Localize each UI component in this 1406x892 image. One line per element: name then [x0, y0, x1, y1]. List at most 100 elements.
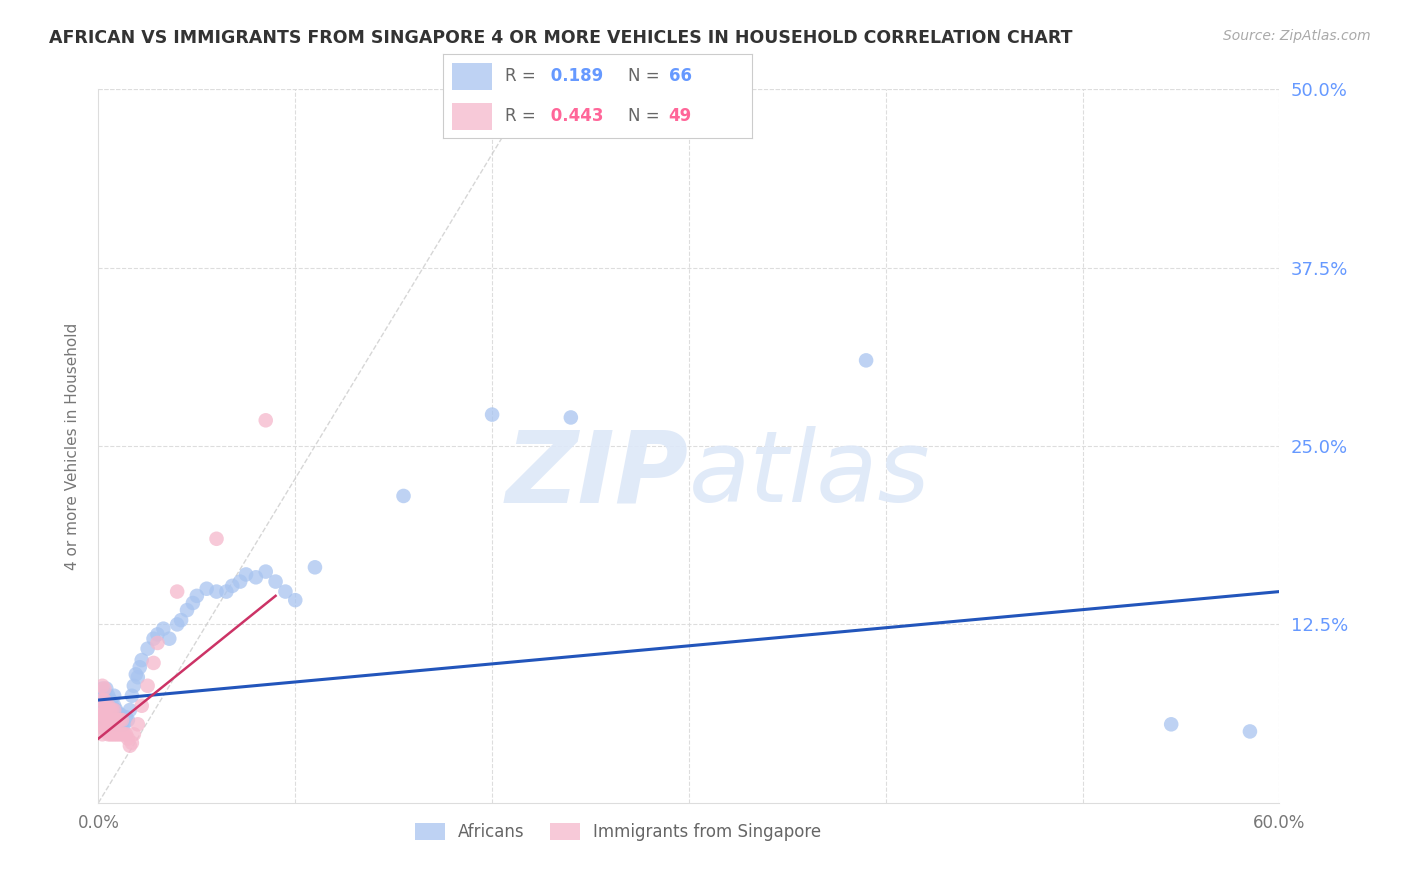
Point	[166, 617, 188, 632]
Point	[107, 707, 129, 722]
Point	[855, 353, 877, 368]
Point	[117, 731, 139, 746]
Point	[115, 710, 138, 724]
Point	[108, 717, 131, 731]
Point	[112, 727, 135, 741]
Point	[254, 413, 277, 427]
Point	[121, 736, 143, 750]
Point	[89, 698, 111, 713]
Text: atlas: atlas	[689, 426, 931, 523]
Point	[98, 713, 121, 727]
Point	[215, 584, 238, 599]
Point	[221, 579, 243, 593]
Point	[107, 713, 129, 727]
Point	[89, 717, 111, 731]
Point	[93, 693, 115, 707]
Point	[205, 584, 228, 599]
Point	[97, 713, 120, 727]
Point	[101, 713, 124, 727]
Point	[125, 667, 148, 681]
Text: AFRICAN VS IMMIGRANTS FROM SINGAPORE 4 OR MORE VEHICLES IN HOUSEHOLD CORRELATION: AFRICAN VS IMMIGRANTS FROM SINGAPORE 4 O…	[49, 29, 1073, 46]
Point	[264, 574, 287, 589]
Point	[481, 408, 503, 422]
Point	[96, 724, 118, 739]
Point	[146, 627, 169, 641]
Text: Source: ZipAtlas.com: Source: ZipAtlas.com	[1223, 29, 1371, 43]
Point	[107, 717, 129, 731]
Point	[91, 693, 114, 707]
Point	[103, 698, 125, 713]
Point	[93, 713, 115, 727]
Point	[142, 632, 165, 646]
Text: R =: R =	[505, 68, 541, 86]
Legend: Africans, Immigrants from Singapore: Africans, Immigrants from Singapore	[408, 816, 828, 848]
Point	[91, 717, 114, 731]
Point	[131, 653, 153, 667]
Point	[97, 727, 120, 741]
Text: 49: 49	[669, 107, 692, 125]
Point	[96, 693, 118, 707]
Point	[91, 693, 114, 707]
Point	[146, 636, 169, 650]
Text: N =: N =	[628, 68, 665, 86]
Point	[103, 703, 125, 717]
Point	[103, 727, 125, 741]
Point	[105, 703, 128, 717]
Point	[101, 698, 124, 713]
Bar	[453, 62, 492, 90]
Point	[136, 641, 159, 656]
Point	[97, 717, 120, 731]
Point	[105, 727, 128, 741]
Point	[245, 570, 267, 584]
Point	[108, 707, 131, 722]
Point	[96, 710, 118, 724]
Text: 66: 66	[669, 68, 692, 86]
Point	[101, 703, 124, 717]
Point	[98, 727, 121, 741]
Point	[89, 707, 111, 722]
Point	[274, 584, 297, 599]
Bar	[453, 103, 492, 130]
Point	[170, 613, 193, 627]
Point	[136, 679, 159, 693]
Text: R =: R =	[505, 107, 541, 125]
Point	[128, 660, 150, 674]
Point	[127, 717, 149, 731]
Point	[107, 727, 129, 741]
Point	[91, 681, 114, 696]
Point	[91, 703, 114, 717]
Point	[205, 532, 228, 546]
Point	[195, 582, 218, 596]
Text: 0.443: 0.443	[546, 107, 603, 125]
Point	[91, 727, 114, 741]
Point	[111, 713, 134, 727]
Point	[229, 574, 252, 589]
Point	[93, 689, 115, 703]
Point	[176, 603, 198, 617]
Point	[112, 717, 135, 731]
Point	[560, 410, 582, 425]
Point	[284, 593, 307, 607]
Point	[122, 727, 145, 741]
Point	[304, 560, 326, 574]
Point	[111, 727, 134, 741]
Point	[118, 703, 141, 717]
Point	[152, 622, 174, 636]
Point	[142, 656, 165, 670]
Point	[117, 713, 139, 727]
Point	[186, 589, 208, 603]
Point	[166, 584, 188, 599]
Point	[235, 567, 257, 582]
Point	[392, 489, 415, 503]
Point	[111, 717, 134, 731]
Point	[91, 679, 114, 693]
Point	[98, 703, 121, 717]
Point	[1160, 717, 1182, 731]
Y-axis label: 4 or more Vehicles in Household: 4 or more Vehicles in Household	[65, 322, 80, 570]
Point	[93, 681, 115, 696]
Point	[122, 679, 145, 693]
Point	[103, 689, 125, 703]
Point	[98, 693, 121, 707]
Point	[101, 727, 124, 741]
Point	[118, 739, 141, 753]
